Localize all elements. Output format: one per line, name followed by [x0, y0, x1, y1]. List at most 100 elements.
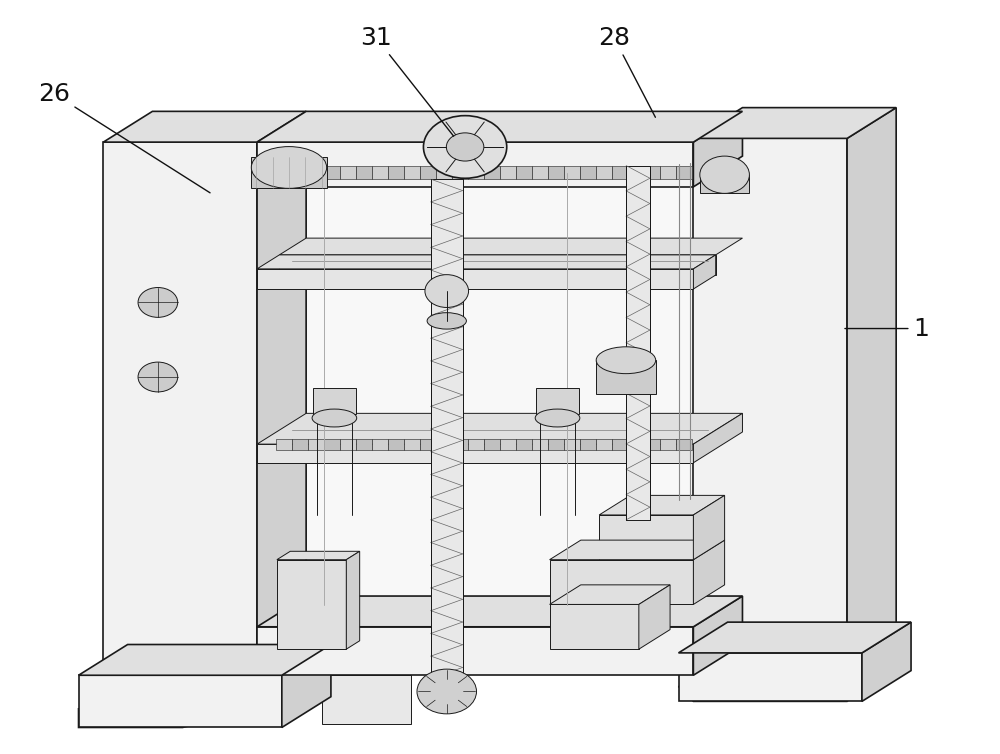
- Polygon shape: [693, 255, 716, 289]
- Polygon shape: [308, 439, 324, 449]
- Text: 1: 1: [845, 317, 929, 341]
- Polygon shape: [644, 439, 660, 449]
- Polygon shape: [468, 439, 484, 449]
- Polygon shape: [532, 439, 548, 449]
- Circle shape: [700, 156, 749, 193]
- Text: 26: 26: [38, 81, 210, 193]
- Polygon shape: [324, 167, 340, 179]
- Polygon shape: [324, 439, 340, 449]
- Polygon shape: [308, 167, 324, 179]
- Polygon shape: [282, 645, 331, 728]
- Circle shape: [417, 669, 476, 714]
- Polygon shape: [79, 676, 282, 728]
- Polygon shape: [599, 495, 725, 515]
- Polygon shape: [536, 388, 579, 414]
- Polygon shape: [452, 167, 468, 179]
- Polygon shape: [532, 167, 548, 179]
- Polygon shape: [596, 360, 656, 394]
- Polygon shape: [79, 709, 257, 728]
- Polygon shape: [257, 112, 742, 142]
- Polygon shape: [257, 255, 716, 269]
- Polygon shape: [550, 540, 725, 559]
- Polygon shape: [431, 179, 463, 679]
- Polygon shape: [660, 439, 676, 449]
- Text: 31: 31: [360, 26, 454, 136]
- Polygon shape: [277, 559, 346, 649]
- Polygon shape: [644, 167, 660, 179]
- Polygon shape: [564, 167, 580, 179]
- Polygon shape: [388, 167, 404, 179]
- Polygon shape: [468, 167, 484, 179]
- Polygon shape: [693, 596, 742, 676]
- Text: 28: 28: [598, 26, 655, 118]
- Polygon shape: [356, 167, 372, 179]
- Polygon shape: [484, 167, 500, 179]
- Polygon shape: [500, 439, 516, 449]
- Polygon shape: [257, 627, 693, 676]
- Polygon shape: [516, 439, 532, 449]
- Polygon shape: [346, 551, 360, 649]
- Polygon shape: [420, 167, 436, 179]
- Polygon shape: [452, 439, 468, 449]
- Polygon shape: [550, 559, 693, 605]
- Polygon shape: [388, 439, 404, 449]
- Polygon shape: [257, 596, 742, 627]
- Polygon shape: [628, 439, 644, 449]
- Polygon shape: [103, 142, 257, 709]
- Ellipse shape: [596, 347, 656, 374]
- Polygon shape: [679, 686, 862, 701]
- Polygon shape: [693, 540, 725, 605]
- Polygon shape: [628, 167, 644, 179]
- Polygon shape: [693, 413, 742, 463]
- Polygon shape: [862, 622, 911, 701]
- Polygon shape: [404, 439, 420, 449]
- Polygon shape: [599, 515, 693, 559]
- Circle shape: [425, 274, 469, 308]
- Polygon shape: [500, 167, 516, 179]
- Polygon shape: [436, 439, 452, 449]
- Polygon shape: [676, 167, 692, 179]
- Ellipse shape: [535, 409, 580, 427]
- Polygon shape: [679, 653, 862, 701]
- Polygon shape: [700, 175, 749, 193]
- Polygon shape: [372, 439, 388, 449]
- Polygon shape: [548, 439, 564, 449]
- Polygon shape: [564, 439, 580, 449]
- Polygon shape: [580, 439, 596, 449]
- Polygon shape: [550, 585, 670, 605]
- Polygon shape: [484, 439, 500, 449]
- Polygon shape: [257, 444, 693, 463]
- Circle shape: [423, 115, 507, 178]
- Polygon shape: [626, 166, 650, 520]
- Polygon shape: [313, 388, 356, 414]
- Polygon shape: [693, 108, 896, 139]
- Polygon shape: [516, 167, 532, 179]
- Polygon shape: [676, 439, 692, 449]
- Polygon shape: [279, 238, 742, 255]
- Polygon shape: [596, 439, 612, 449]
- Polygon shape: [103, 112, 306, 142]
- Polygon shape: [257, 413, 742, 444]
- Polygon shape: [679, 622, 911, 653]
- Polygon shape: [292, 439, 308, 449]
- Polygon shape: [257, 269, 693, 289]
- Polygon shape: [847, 108, 896, 676]
- Polygon shape: [580, 167, 596, 179]
- Polygon shape: [257, 142, 693, 187]
- Polygon shape: [79, 645, 331, 676]
- Polygon shape: [257, 112, 306, 709]
- Polygon shape: [276, 167, 292, 179]
- Polygon shape: [548, 167, 564, 179]
- Polygon shape: [276, 439, 292, 449]
- Ellipse shape: [251, 146, 327, 188]
- Polygon shape: [372, 167, 388, 179]
- Circle shape: [446, 133, 484, 161]
- Polygon shape: [596, 167, 612, 179]
- Polygon shape: [612, 439, 628, 449]
- Polygon shape: [340, 439, 356, 449]
- Circle shape: [138, 362, 178, 392]
- Circle shape: [138, 287, 178, 317]
- Polygon shape: [404, 167, 420, 179]
- Polygon shape: [420, 439, 436, 449]
- Polygon shape: [550, 605, 639, 649]
